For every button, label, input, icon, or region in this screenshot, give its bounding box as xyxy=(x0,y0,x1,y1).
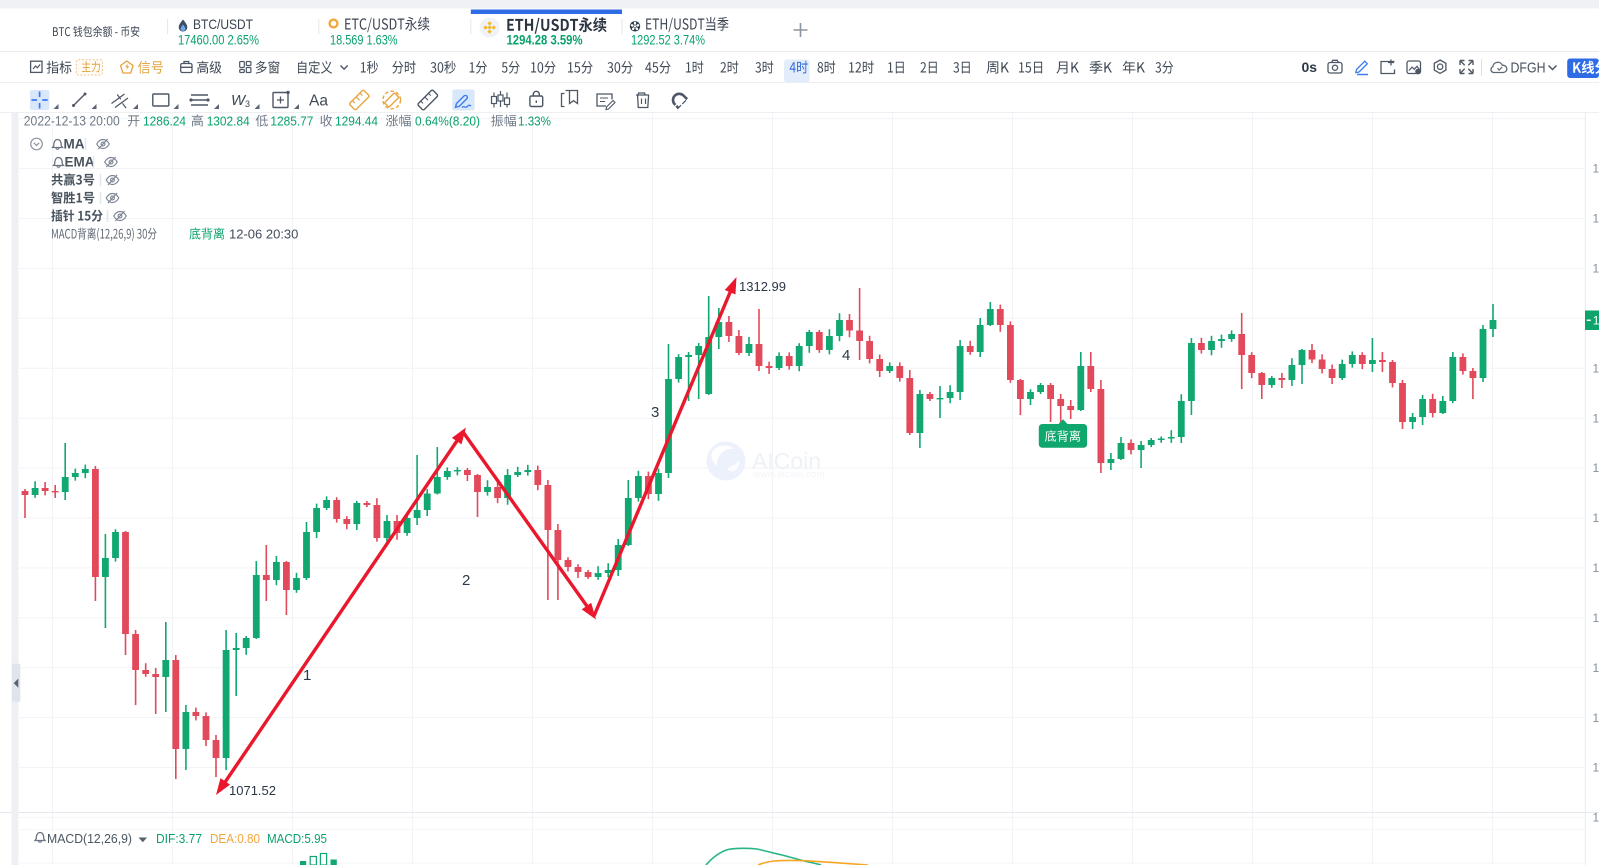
svg-text:1.33%: 1.33% xyxy=(518,114,551,129)
svg-text:MACD(12,26,9): MACD(12,26,9) xyxy=(47,831,132,846)
svg-text:Aa: Aa xyxy=(309,93,328,110)
svg-text:MA: MA xyxy=(64,137,85,152)
svg-text:1302.84: 1302.84 xyxy=(207,114,250,129)
svg-text:17460.00 2.65%: 17460.00 2.65% xyxy=(178,33,259,48)
svg-text:12-06 20:30: 12-06 20:30 xyxy=(229,227,298,242)
svg-text:12: 12 xyxy=(1593,162,1599,176)
svg-text:12: 12 xyxy=(1593,461,1599,475)
svg-text:12: 12 xyxy=(1593,811,1599,825)
svg-text:EMA: EMA xyxy=(65,155,95,170)
svg-text:12: 12 xyxy=(1593,212,1599,226)
svg-text:W: W xyxy=(231,92,247,109)
svg-text:1294.28 3.59%: 1294.28 3.59% xyxy=(507,33,583,48)
svg-text:AICoin: AICoin xyxy=(752,448,821,474)
svg-text:18.569 1.63%: 18.569 1.63% xyxy=(330,33,398,48)
svg-text:DFGH: DFGH xyxy=(1511,60,1546,77)
svg-text:DIF:3.77: DIF:3.77 xyxy=(156,831,202,846)
svg-text:0s: 0s xyxy=(1302,59,1318,75)
svg-text:1: 1 xyxy=(1593,314,1599,328)
svg-text:12: 12 xyxy=(1593,361,1599,375)
svg-text:2022-12-13 20:00: 2022-12-13 20:00 xyxy=(24,114,120,129)
svg-text:2: 2 xyxy=(462,572,470,589)
svg-text:1292.52 3.74%: 1292.52 3.74% xyxy=(631,33,705,48)
svg-text:1: 1 xyxy=(303,667,311,684)
svg-text:12: 12 xyxy=(1593,411,1599,425)
svg-text:12: 12 xyxy=(1593,661,1599,675)
svg-text:www.aicoin.com: www.aicoin.com xyxy=(752,470,825,481)
svg-text:12: 12 xyxy=(1593,611,1599,625)
svg-text:BTC/USDT: BTC/USDT xyxy=(193,16,253,32)
svg-text:4: 4 xyxy=(842,347,850,364)
svg-text:1285.77: 1285.77 xyxy=(270,114,313,129)
svg-text:1312.99: 1312.99 xyxy=(739,279,786,294)
svg-text:DEA:0.80: DEA:0.80 xyxy=(210,831,260,846)
svg-text:1286.24: 1286.24 xyxy=(143,114,186,129)
svg-text:1071.52: 1071.52 xyxy=(229,783,276,798)
svg-text:12: 12 xyxy=(1593,561,1599,575)
svg-text:1294.44: 1294.44 xyxy=(335,114,378,129)
svg-text:0.64%(8.20): 0.64%(8.20) xyxy=(415,114,480,129)
svg-text:12: 12 xyxy=(1593,711,1599,725)
svg-text:12: 12 xyxy=(1593,761,1599,775)
svg-text:3: 3 xyxy=(245,99,250,109)
svg-text:12: 12 xyxy=(1593,262,1599,276)
svg-text:MACD:5.95: MACD:5.95 xyxy=(267,831,327,846)
svg-text:12: 12 xyxy=(1593,511,1599,525)
svg-text:3: 3 xyxy=(651,404,659,421)
